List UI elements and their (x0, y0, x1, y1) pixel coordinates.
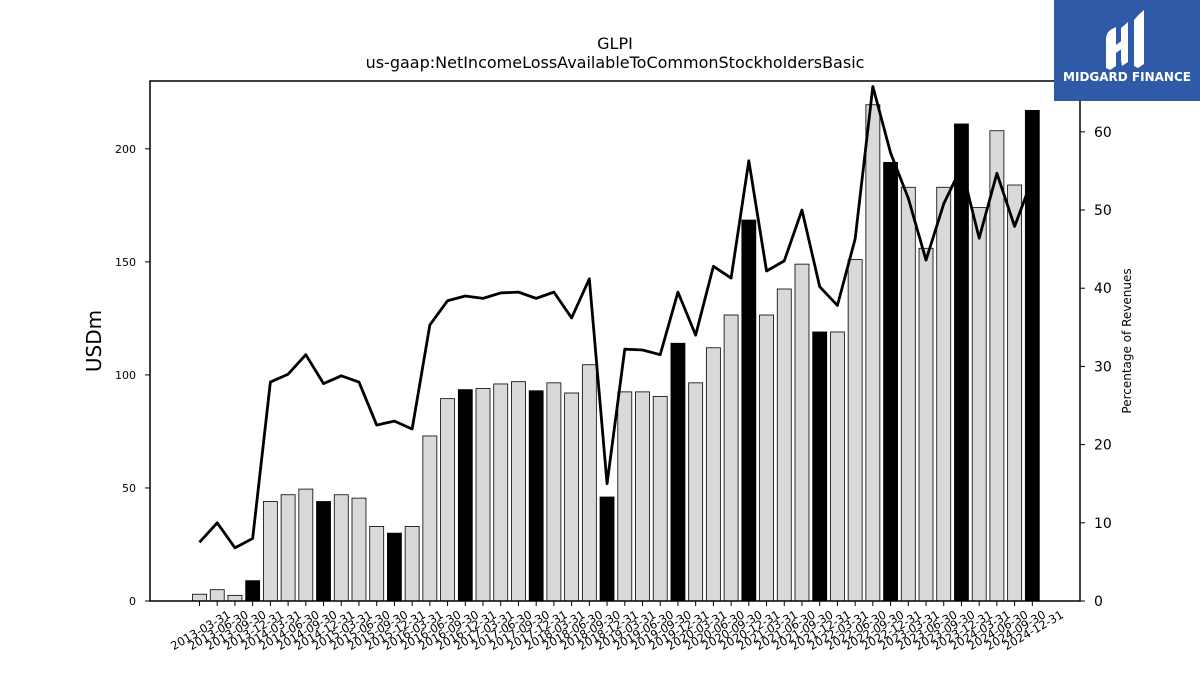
bar-2023-12-31 (954, 123, 969, 602)
bar-2015-12-31 (387, 532, 402, 602)
brand-name: MIDGARD FINANCE (1063, 70, 1191, 84)
bar-2018-09-30 (581, 364, 597, 602)
bar-2020-12-31 (741, 219, 757, 602)
bar-2021-03-31 (759, 314, 774, 602)
bar-2017-12-31 (528, 390, 544, 602)
y2-tick-label: 30 (1094, 359, 1112, 375)
bar-2013-09-30 (227, 594, 243, 602)
bar-2020-03-31 (688, 382, 704, 602)
bar-2022-03-31 (830, 331, 845, 602)
y2-tick-label: 60 (1094, 125, 1112, 141)
bar-2015-06-30 (351, 497, 367, 602)
bar-2017-03-31 (475, 388, 491, 602)
bar-2021-09-30 (794, 263, 810, 602)
bar-2014-09-30 (298, 488, 314, 602)
bar-2019-06-30 (635, 391, 650, 602)
line-layer (198, 85, 1034, 550)
bar-2017-06-30 (493, 383, 509, 602)
bar-2023-09-30 (936, 186, 952, 602)
bar-2013-12-31 (245, 580, 261, 602)
chart-subtitle: us-gaap:NetIncomeLossAvailableToCommonSt… (366, 53, 865, 72)
bar-2023-06-30 (918, 247, 934, 602)
y2-tick-label: 10 (1094, 516, 1112, 532)
bar-2014-06-30 (280, 494, 296, 602)
bar-2014-12-31 (316, 501, 331, 602)
bars-layer (192, 104, 1040, 602)
y2-tick-label: 40 (1094, 281, 1112, 297)
bar-2015-09-30 (369, 525, 385, 602)
y-axis-left: 0 50 100 150 200 (115, 143, 150, 608)
y-axis-right: 0 10 20 30 40 50 60 (1080, 125, 1112, 610)
y-tick-label: 100 (115, 369, 136, 382)
bar-2021-12-31 (812, 331, 828, 602)
plot-frame (149, 80, 1081, 602)
y-tick-label: 50 (122, 482, 136, 495)
bar-2024-06-30 (989, 130, 1005, 602)
bar-2013-06-30 (209, 589, 225, 602)
bar-2018-03-31 (546, 382, 562, 602)
chart-title: GLPI (597, 34, 633, 53)
bar-2024-09-30 (1007, 184, 1023, 602)
bar-2024-03-31 (971, 207, 987, 602)
midgard-logo-icon: MIDGARD FINANCE (1054, 0, 1200, 101)
y2-tick-label: 0 (1094, 594, 1103, 610)
bar-2018-12-31 (599, 496, 615, 602)
bar-2022-06-30 (847, 259, 863, 602)
bar-2013-03-31 (192, 593, 207, 602)
bar-2019-03-31 (617, 391, 633, 602)
y-tick-label: 200 (115, 143, 136, 156)
bar-2021-06-30 (776, 288, 792, 602)
bar-2015-03-31 (333, 494, 349, 602)
bar-2016-12-31 (457, 389, 473, 602)
bar-2020-06-30 (705, 347, 721, 602)
bar-2024-12-31 (1024, 109, 1040, 602)
y2-axis-label: Percentage of Revenues (1120, 268, 1134, 413)
y2-tick-label: 20 (1094, 438, 1112, 454)
y-tick-label: 150 (115, 256, 136, 269)
percentage-line (198, 85, 1034, 550)
bar-2022-12-31 (883, 161, 898, 602)
bar-2019-12-31 (670, 342, 686, 602)
x-axis: 2013-03-312013-06-302013-09-302013-12-31… (168, 601, 1066, 653)
brand-logo: MIDGARD FINANCE (1054, 0, 1200, 101)
bar-2018-06-30 (564, 392, 580, 602)
bar-2017-09-30 (511, 381, 526, 602)
bar-2016-03-31 (404, 525, 420, 602)
bar-2023-03-31 (900, 186, 916, 602)
bar-2016-09-30 (440, 398, 455, 602)
bar-2022-09-30 (865, 104, 881, 602)
y-tick-label: 0 (129, 595, 136, 608)
bar-2019-09-30 (652, 395, 668, 602)
bar-2020-09-30 (723, 314, 739, 602)
bar-2016-06-30 (422, 435, 438, 602)
bar-2014-03-31 (262, 501, 278, 602)
y2-tick-label: 50 (1094, 203, 1112, 219)
y-axis-label: USDm (82, 310, 106, 372)
